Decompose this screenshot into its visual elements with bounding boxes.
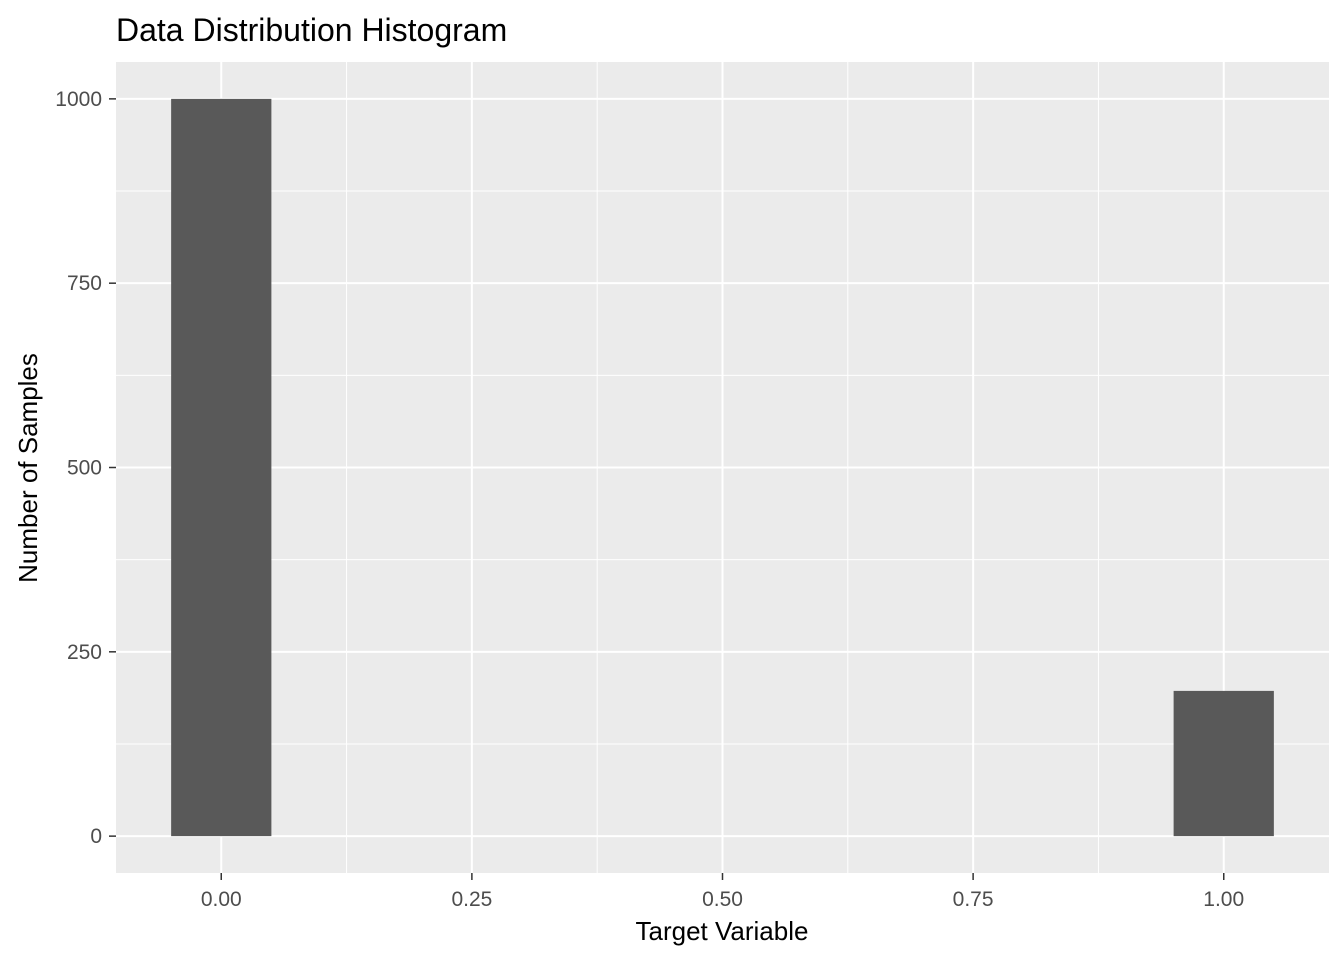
y-tick-label: 750: [67, 272, 102, 295]
x-axis-title: Target Variable: [636, 916, 809, 946]
x-tick-label: 0.75: [953, 888, 994, 911]
x-tick-label: 0.25: [451, 888, 492, 911]
axes: 0.00 0.25 0.50 0.75 1.00 0 250 500 750 1000: [55, 88, 1244, 911]
x-tick-label: 1.00: [1203, 888, 1244, 911]
histogram-bar: [171, 98, 272, 837]
y-tick-label: 0: [90, 825, 102, 848]
y-axis-title: Number of Samples: [13, 353, 43, 583]
y-tick-label: 1000: [55, 88, 102, 111]
x-tick-label: 0.50: [702, 888, 743, 911]
histogram-bar: [1173, 690, 1274, 837]
plot-panel: [116, 62, 1329, 873]
x-tick-label: 0.00: [201, 888, 242, 911]
y-tick-label: 500: [67, 457, 102, 480]
chart-title: Data Distribution Histogram: [116, 12, 507, 48]
bars: [171, 98, 1274, 837]
y-tick-label: 250: [67, 641, 102, 664]
